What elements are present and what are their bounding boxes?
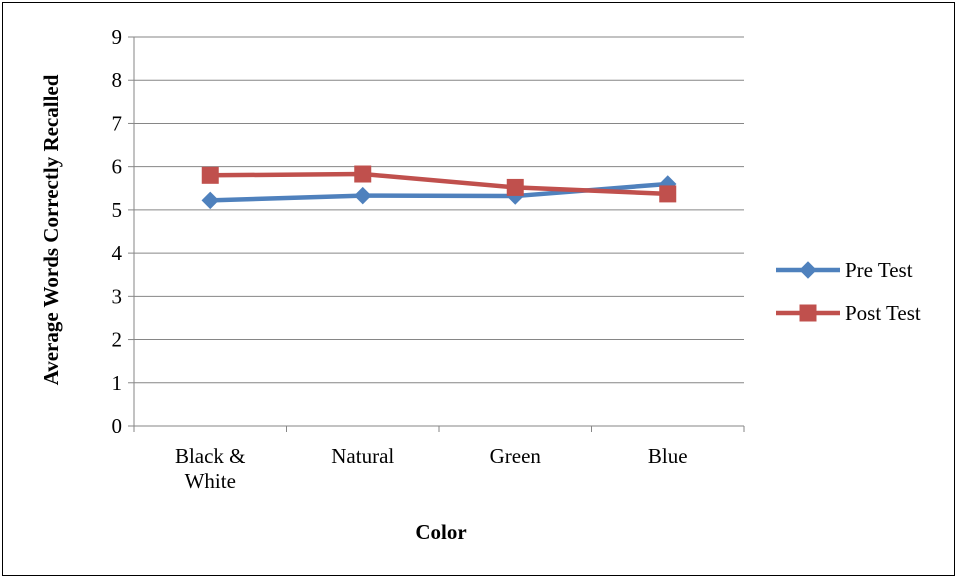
data-point-post-test [659,185,677,203]
legend-label: Post Test [845,301,921,325]
x-tick-label: Green [490,444,542,468]
axes [128,36,745,432]
data-point-post-test [201,166,219,184]
legend-label: Pre Test [845,258,913,282]
legend-entry-post-test: Post Test [776,301,921,325]
y-tick-label: 3 [112,284,123,308]
data-point-post-test [354,165,372,183]
labels: 0 1 2 3 4 5 6 7 8 9 Black & White Natural Green Blue [112,25,688,493]
legend-marker [799,261,817,279]
y-tick-label: 9 [112,25,123,49]
legend-marker [799,304,817,322]
y-tick-label: 4 [112,241,123,265]
data-point-post-test [506,178,524,196]
series-line-post-test [208,171,670,197]
y-tick-label: 2 [112,328,123,352]
x-tick-label: Black & White [175,444,246,493]
y-tick-label: 5 [112,198,123,222]
legend-entry-pre-test: Pre Test [776,258,913,282]
legend: Pre Test Post Test [776,258,921,325]
series-post-test [201,165,677,203]
x-axis-title: Color [415,520,466,544]
y-tick-label: 8 [112,68,123,92]
data-point-pre-test [354,186,372,205]
y-tick-label: 6 [112,155,123,179]
x-tick-label: Blue [648,444,688,468]
gridlines [134,36,744,384]
y-tick-label: 1 [112,371,123,395]
y-tick-label: 7 [112,111,123,135]
data-point-pre-test [201,191,219,210]
y-tick-label: 0 [112,414,123,438]
x-tick-label: Natural [331,444,394,468]
series-layer [201,165,677,210]
y-axis-title: Average Words Correctly Recalled [39,74,63,385]
